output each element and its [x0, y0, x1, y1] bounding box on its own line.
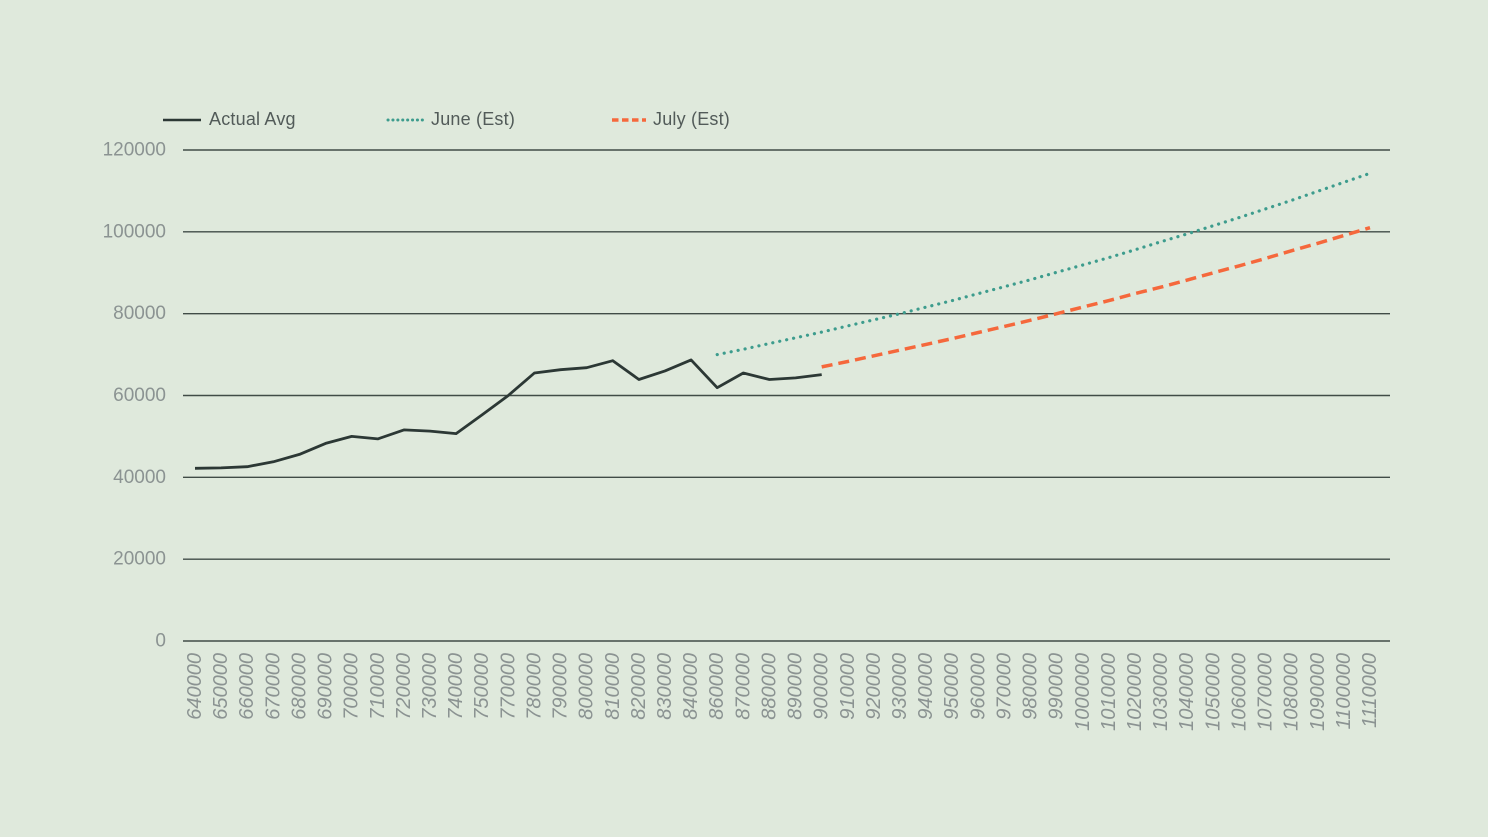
x-axis-label: 730000: [419, 653, 441, 720]
legend-item-july-est: July (Est): [612, 109, 730, 130]
y-axis-label: 20000: [113, 549, 166, 570]
x-axis-label: 920000: [863, 653, 885, 720]
x-axis-label: 1070000: [1255, 653, 1277, 731]
series-june-est: [715, 171, 1372, 357]
x-axis-label: 900000: [811, 653, 833, 720]
legend-item-june-est: June (Est): [386, 109, 515, 130]
x-axis-label: 750000: [471, 653, 493, 720]
legend-label-june-est: June (Est): [431, 109, 516, 129]
x-axis-label: 1110000: [1359, 653, 1381, 728]
x-axis-label: 840000: [680, 653, 702, 720]
x-axis-label: 640000: [184, 653, 206, 720]
x-axis-label: 1090000: [1307, 653, 1329, 731]
x-axis-label: 1080000: [1281, 653, 1303, 731]
x-axis-label: 720000: [393, 653, 415, 720]
x-axis-label: 670000: [262, 653, 284, 720]
x-axis-label: 830000: [654, 653, 676, 720]
legend-item-actual-avg: Actual Avg: [162, 109, 296, 130]
x-axis-label: 680000: [288, 653, 310, 720]
x-axis-label: 710000: [367, 653, 389, 720]
x-axis-label: 990000: [1046, 653, 1068, 720]
legend-swatch-dotted-line-icon: [386, 118, 424, 121]
x-axis-label: 870000: [732, 653, 754, 720]
x-axis-label: 740000: [445, 653, 467, 720]
x-axis-label: 980000: [1020, 653, 1042, 720]
x-axis-label: 1050000: [1202, 653, 1224, 731]
x-axis-label: 860000: [706, 653, 728, 720]
x-axis-label: 1060000: [1228, 653, 1250, 731]
x-axis-label: 780000: [523, 653, 545, 720]
x-axis-label: 650000: [210, 653, 232, 720]
x-axis-label: 800000: [576, 653, 598, 720]
legend-swatch-solid-line-icon: [163, 118, 201, 121]
x-axis-label: 770000: [497, 653, 519, 720]
x-axis-label: 700000: [341, 653, 363, 720]
x-axis-label: 1100000: [1333, 653, 1355, 729]
x-axis-label: 970000: [993, 653, 1015, 720]
series-actual-avg: [194, 358, 822, 470]
series-july-est: [821, 226, 1371, 369]
x-axis-label: 950000: [941, 653, 963, 720]
legend-swatch-dashed-line-icon: [612, 117, 646, 122]
x-axis-label: 790000: [550, 653, 572, 720]
y-axis-label: 100000: [103, 221, 166, 242]
y-axis-label: 0: [155, 631, 166, 652]
y-axis-label: 80000: [113, 303, 166, 324]
x-axis-label: 890000: [785, 653, 807, 720]
x-axis-label: 660000: [236, 653, 258, 720]
x-axis-label: 1000000: [1072, 653, 1094, 731]
x-axis-label: 880000: [758, 653, 780, 720]
legend-label-july-est: July (Est): [653, 109, 731, 129]
x-axis-label: 1030000: [1150, 653, 1172, 731]
x-axis-label: 910000: [837, 653, 859, 720]
x-axis-label: 1020000: [1124, 653, 1146, 731]
x-axis-label: 1010000: [1098, 653, 1120, 731]
legend-label-actual-avg: Actual Avg: [209, 109, 296, 129]
x-axis-label: 930000: [889, 653, 911, 720]
x-axis-label: 960000: [967, 653, 989, 720]
x-axis-label: 810000: [602, 653, 624, 720]
x-axis-label: 690000: [315, 653, 337, 720]
x-axis-label: 940000: [915, 653, 937, 720]
y-axis-label: 120000: [103, 140, 166, 161]
y-axis-label: 40000: [113, 467, 166, 488]
y-axis-label: 60000: [113, 385, 166, 406]
x-axis-label: 820000: [628, 653, 650, 720]
x-axis-label: 1040000: [1176, 653, 1198, 731]
